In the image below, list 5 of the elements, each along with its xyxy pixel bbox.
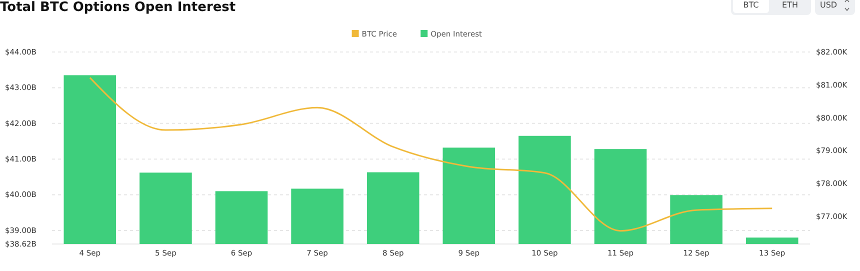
text: BTC (743, 0, 760, 10)
line-series (89, 76, 773, 232)
text: ETH (782, 0, 798, 10)
text: USD (820, 0, 838, 10)
chart-title: Total BTC Options Open Interest (0, 0, 236, 15)
